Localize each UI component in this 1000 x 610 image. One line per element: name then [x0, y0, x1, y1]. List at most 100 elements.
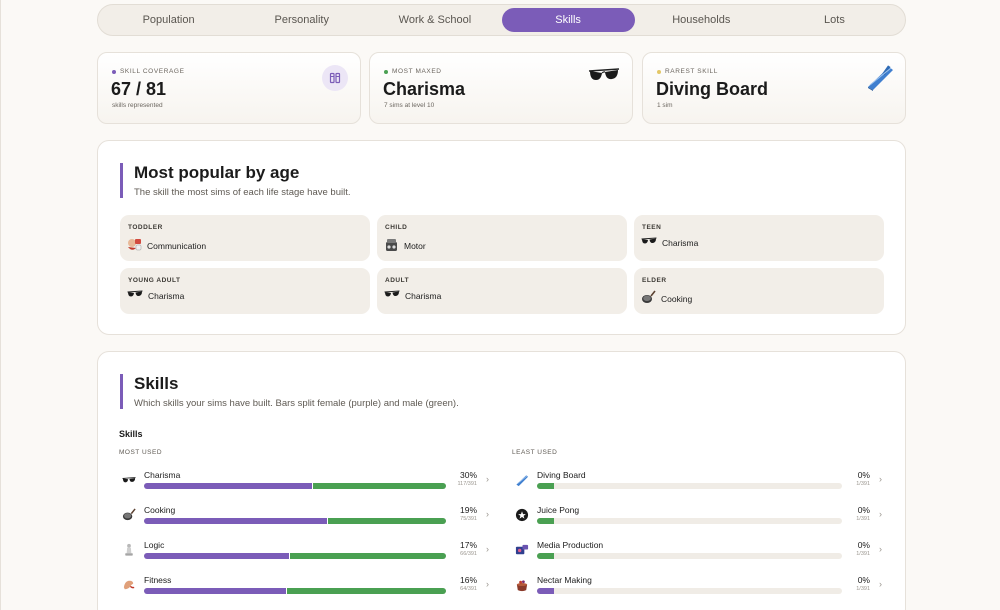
skill-count: 66/391	[460, 551, 477, 557]
chevron-right-icon[interactable]: ›	[879, 544, 882, 554]
skill-row[interactable]: Fitness 16% 64/391 ›	[119, 571, 489, 606]
skill-row[interactable]: Cooking 19% 75/391 ›	[119, 501, 489, 536]
least-used-list: Diving Board 0% 1/391 › Juice Pong 0% 1/391 › Me…	[512, 466, 882, 606]
nectar-icon	[515, 578, 529, 592]
chevron-right-icon[interactable]: ›	[486, 509, 489, 519]
female-bar-segment	[537, 588, 554, 594]
chevron-right-icon[interactable]: ›	[486, 544, 489, 554]
skill-coverage-value: 67 / 81	[111, 79, 167, 99]
chess-icon	[122, 543, 136, 557]
skill-row[interactable]: Charisma 30% 117/391 ›	[119, 466, 489, 501]
chevron-right-icon[interactable]: ›	[879, 579, 882, 589]
age-skill-name: Cooking	[661, 293, 693, 304]
sunglasses-icon	[641, 237, 657, 249]
age-skill: Charisma	[127, 290, 184, 302]
media-icon	[515, 543, 529, 557]
age-label: TEEN	[642, 224, 662, 231]
male-bar-segment	[289, 553, 446, 559]
age-card-elder[interactable]: ELDER Cooking	[634, 268, 884, 314]
skill-bar-track	[537, 588, 842, 594]
age-card-adult[interactable]: ADULT Charisma	[377, 268, 627, 314]
age-skill: Charisma	[641, 237, 698, 249]
age-panel-title: Most popular by age	[134, 163, 300, 182]
skill-count: 1/391	[856, 586, 870, 592]
skill-percent: 19%	[459, 505, 477, 515]
age-skill-name: Charisma	[662, 238, 699, 248]
chevron-right-icon[interactable]: ›	[879, 474, 882, 484]
juice-pong-icon	[515, 508, 529, 522]
most-used-list: Charisma 30% 117/391 › Cooking 19% 75/391 › Logi…	[119, 466, 489, 606]
skill-row[interactable]: Juice Pong 0% 1/391 ›	[512, 501, 882, 536]
chevron-right-icon[interactable]: ›	[486, 474, 489, 484]
skill-count: 1/391	[856, 551, 870, 557]
skill-coverage-kicker: SKILL COVERAGE	[112, 68, 185, 75]
skill-row[interactable]: Logic 17% 66/391 ›	[119, 536, 489, 571]
skill-bar-track	[537, 483, 842, 489]
skill-row[interactable]: Diving Board 0% 1/391 ›	[512, 466, 882, 501]
age-label: TODDLER	[128, 224, 163, 231]
most-maxed-kicker: MOST MAXED	[384, 68, 442, 75]
skill-bar-track	[537, 518, 842, 524]
age-skill: Motor	[384, 237, 426, 254]
age-grid: TODDLER Communication CHILD Motor TEEN C…	[120, 215, 884, 314]
skill-name: Charisma	[144, 470, 181, 480]
skill-percent: 30%	[459, 470, 477, 480]
skill-row[interactable]: Media Production 0% 1/391 ›	[512, 536, 882, 571]
skill-count: 117/391	[457, 481, 477, 487]
tab-personality[interactable]: Personality	[274, 14, 329, 26]
most-maxed-card: MOST MAXED Charisma 7 sims at level 10	[369, 52, 633, 124]
skill-name: Fitness	[144, 575, 172, 585]
status-dot	[384, 69, 388, 74]
skill-bar-track	[144, 588, 446, 594]
skill-percent: 0%	[857, 540, 870, 550]
skill-count: 1/391	[856, 481, 870, 487]
bar-divider	[327, 518, 329, 524]
tab-population[interactable]: Population	[142, 14, 195, 26]
tab-lots[interactable]: Lots	[824, 14, 845, 26]
bar-divider	[288, 553, 290, 559]
status-dot	[112, 69, 116, 74]
age-card-young-adult[interactable]: YOUNG ADULT Charisma	[120, 268, 370, 314]
skill-percent: 17%	[459, 540, 477, 550]
skills-panel: Skills Which skills your sims have built…	[97, 351, 906, 610]
tab-work-school[interactable]: Work & School	[398, 14, 472, 26]
chevron-right-icon[interactable]: ›	[486, 579, 489, 589]
male-bar-segment	[286, 588, 446, 594]
tab-skills[interactable]: Skills	[501, 8, 635, 32]
age-skill-name: Communication	[147, 240, 207, 251]
skill-name: Juice Pong	[537, 505, 580, 515]
diving-board-icon	[865, 63, 895, 96]
female-bar-segment	[144, 553, 289, 559]
rarest-skill-value: Diving Board	[656, 79, 769, 99]
age-card-child[interactable]: CHILD Motor	[377, 215, 627, 261]
pan-icon	[641, 290, 656, 307]
pan-icon	[122, 508, 136, 522]
skill-count: 1/391	[856, 516, 870, 522]
skill-bar-track	[537, 553, 842, 559]
age-panel: Most popular by age The skill the most s…	[97, 140, 906, 335]
age-card-teen[interactable]: TEEN Charisma	[634, 215, 884, 261]
male-bar-segment	[313, 483, 446, 489]
skill-count: 75/391	[460, 516, 477, 522]
skills-panel-header: Skills Which skills your sims have built…	[120, 374, 459, 409]
female-bar-segment	[144, 518, 328, 524]
skill-row[interactable]: Nectar Making 0% 1/391 ›	[512, 571, 882, 606]
status-dot	[657, 69, 661, 74]
tab-households[interactable]: Households	[672, 14, 731, 26]
female-bar-segment	[144, 588, 286, 594]
age-skill-name: Charisma	[148, 291, 185, 301]
age-card-toddler[interactable]: TODDLER Communication	[120, 215, 370, 261]
kicker-label: MOST MAXED	[392, 68, 442, 75]
kicker-label: RAREST SKILL	[665, 68, 718, 75]
skill-bar-track	[144, 553, 446, 559]
fitness-icon	[122, 578, 136, 592]
chevron-right-icon[interactable]: ›	[879, 509, 882, 519]
age-label: CHILD	[385, 224, 408, 231]
rarest-skill-card: RAREST SKILL Diving Board 1 sim	[642, 52, 906, 124]
rarest-skill-kicker: RAREST SKILL	[657, 68, 718, 75]
age-skill: Cooking	[641, 290, 692, 307]
most-maxed-value: Charisma	[383, 79, 466, 99]
male-bar-segment	[537, 518, 554, 524]
page-edge	[0, 0, 1, 610]
tab-bar: Population Personality Work & School Ski…	[97, 4, 906, 36]
